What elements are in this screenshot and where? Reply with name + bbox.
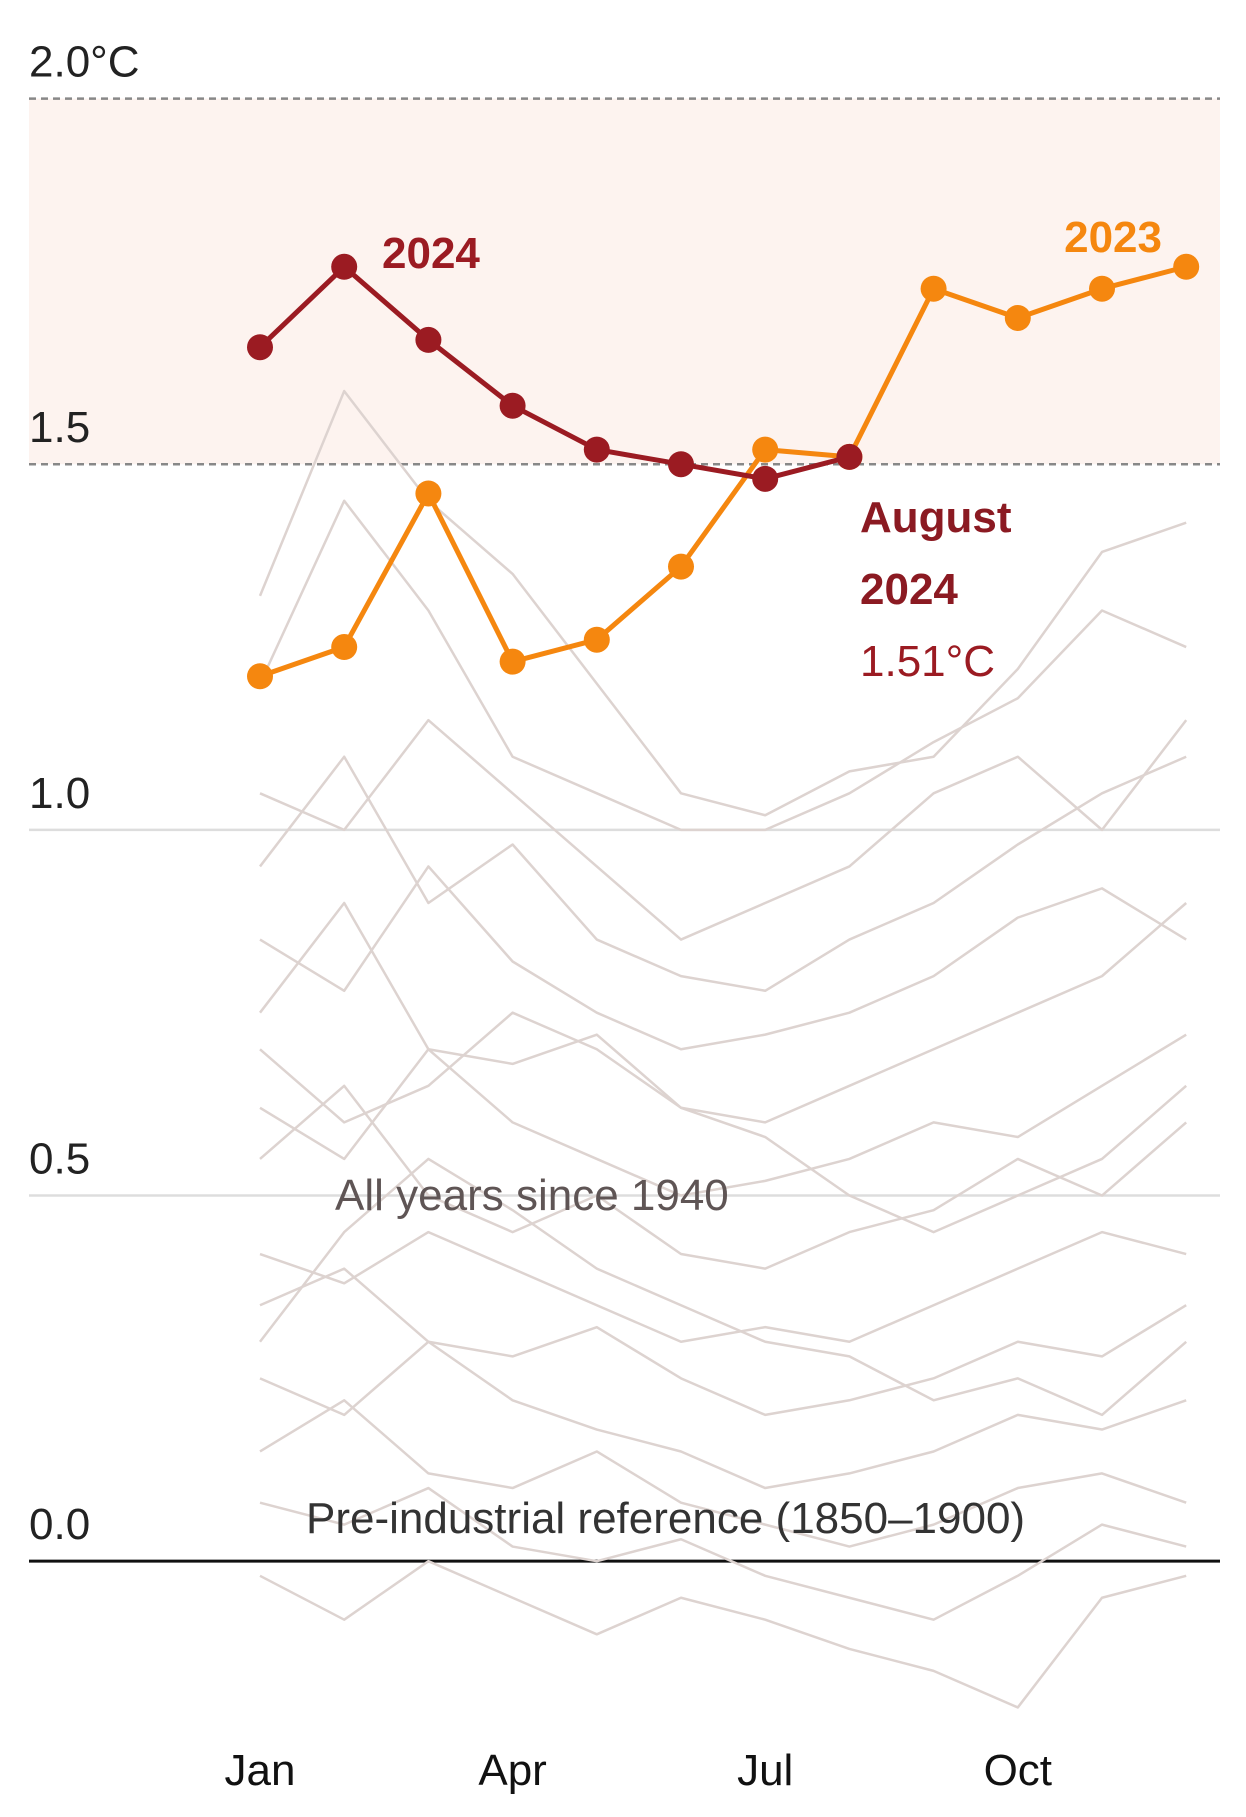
point xyxy=(499,392,526,419)
threshold-band xyxy=(29,98,1220,465)
annotation: All years since 1940 xyxy=(335,1171,729,1220)
background-line xyxy=(259,1559,1187,1709)
background-line xyxy=(259,1267,1187,1417)
y-tick-label: 0.5 xyxy=(29,1135,90,1184)
background-line xyxy=(258,499,1187,832)
x-tick-label: Apr xyxy=(478,1746,546,1795)
background-line xyxy=(259,1157,1188,1417)
x-tick-label: Oct xyxy=(984,1746,1052,1795)
point xyxy=(247,334,273,361)
background-line xyxy=(259,1033,1187,1197)
background-line xyxy=(259,1011,1188,1234)
annotation: Pre-industrial reference (1850–1900) xyxy=(306,1494,1025,1543)
point xyxy=(415,326,442,353)
point xyxy=(331,253,358,280)
point xyxy=(1089,275,1115,302)
value-label: 1.51°C xyxy=(860,637,995,686)
background-line xyxy=(259,755,1187,993)
background-line xyxy=(259,1486,1187,1621)
point xyxy=(752,465,779,492)
background-line xyxy=(259,718,1188,941)
point xyxy=(668,553,694,580)
annotation: 2024 xyxy=(860,565,958,614)
background-line xyxy=(259,1084,1188,1270)
x-tick-label: Jan xyxy=(225,1746,296,1795)
point xyxy=(668,451,694,478)
background-line xyxy=(259,865,1187,1051)
point xyxy=(583,626,610,653)
background-line xyxy=(259,1340,1187,1490)
series-label: 2023 xyxy=(1064,213,1162,262)
x-tick-label: Jul xyxy=(737,1746,793,1795)
point xyxy=(920,275,947,302)
background-line xyxy=(259,1399,1187,1548)
y-tick-label: 1.5 xyxy=(29,403,90,452)
background-line xyxy=(259,1230,1187,1344)
annotation: August xyxy=(860,493,1012,542)
y-tick-label: 2.0°C xyxy=(29,38,140,87)
point xyxy=(752,436,779,463)
series-line xyxy=(259,264,1187,679)
point xyxy=(499,648,526,675)
point xyxy=(331,634,358,661)
point xyxy=(1173,253,1200,280)
background-line xyxy=(258,389,1187,817)
point xyxy=(1004,304,1031,331)
y-tick-label: 1.0 xyxy=(29,769,90,818)
point xyxy=(247,663,273,690)
point xyxy=(836,443,863,470)
series-label: 2024 xyxy=(382,229,480,278)
series-line xyxy=(258,264,851,482)
point xyxy=(415,480,442,507)
point xyxy=(583,436,610,463)
background-line xyxy=(259,901,1188,1124)
y-tick-label: 0.0 xyxy=(29,1500,90,1549)
